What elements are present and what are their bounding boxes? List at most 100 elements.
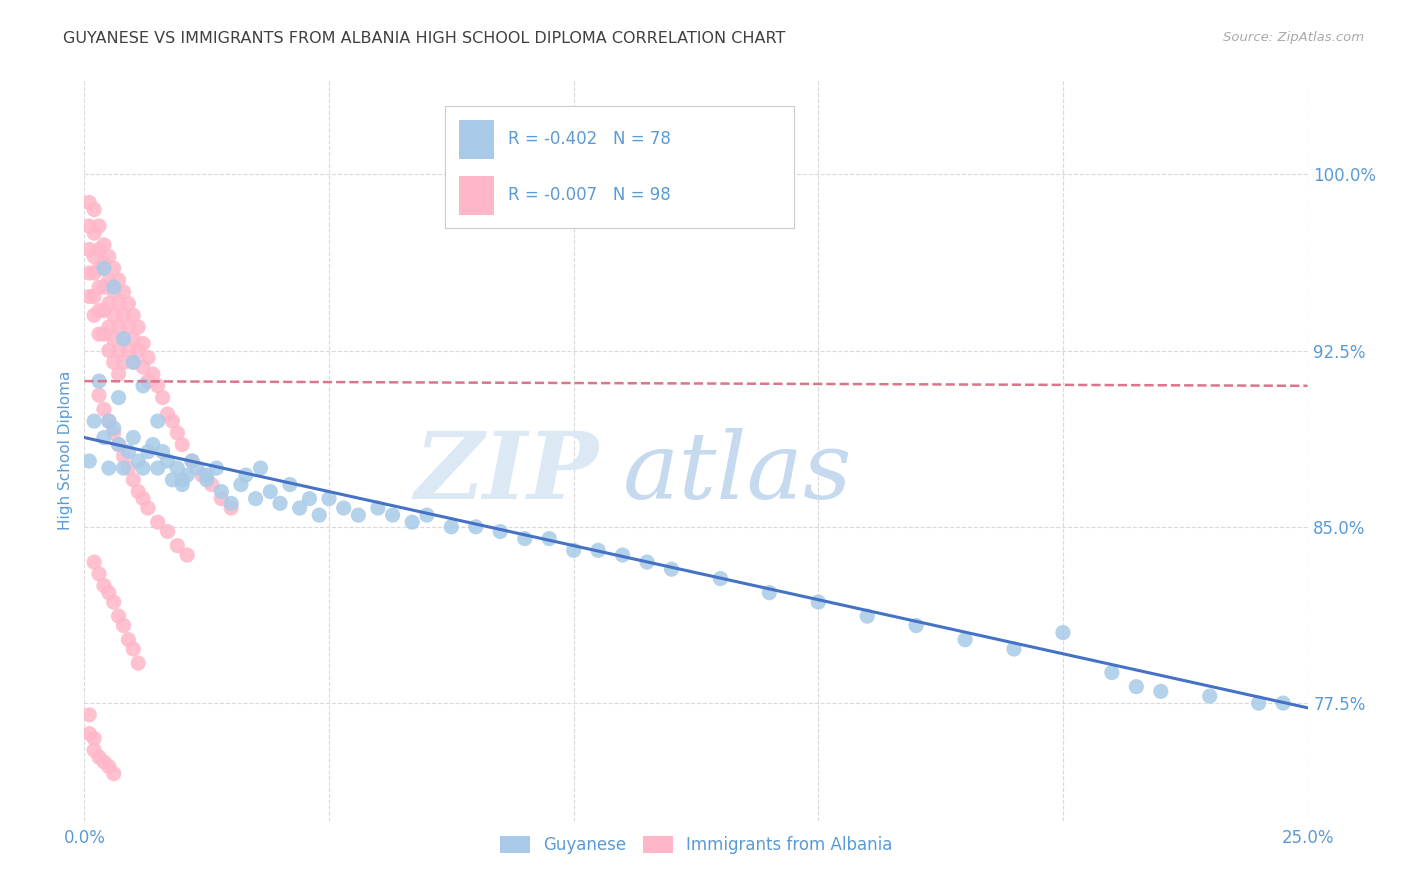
Point: [1125, 680, 1147, 694]
Point: [249, 461, 271, 475]
Point: [103, 766, 125, 780]
Point: [122, 355, 145, 369]
Point: [269, 496, 291, 510]
Point: [209, 484, 232, 499]
Point: [103, 425, 125, 440]
Point: [127, 454, 149, 468]
Point: [122, 473, 145, 487]
Point: [93, 431, 115, 445]
Point: [1052, 625, 1074, 640]
Point: [367, 501, 389, 516]
Point: [107, 367, 129, 381]
Point: [136, 351, 159, 365]
Point: [117, 296, 139, 310]
Point: [401, 515, 423, 529]
Point: [489, 524, 512, 539]
Point: [103, 595, 125, 609]
Point: [156, 524, 179, 539]
Point: [112, 308, 135, 322]
Point: [93, 755, 115, 769]
Point: [107, 296, 129, 310]
Point: [77, 707, 100, 722]
Point: [709, 572, 731, 586]
Point: [117, 461, 139, 475]
Point: [166, 461, 188, 475]
Point: [103, 332, 125, 346]
Point: [87, 219, 110, 233]
Point: [97, 461, 120, 475]
Point: [136, 444, 159, 458]
Text: atlas: atlas: [623, 427, 852, 517]
Point: [83, 743, 105, 757]
Point: [97, 343, 120, 358]
Point: [117, 343, 139, 358]
Point: [112, 285, 135, 299]
Point: [127, 484, 149, 499]
Point: [318, 491, 340, 506]
Point: [132, 359, 155, 374]
Point: [1002, 642, 1025, 657]
Point: [77, 195, 100, 210]
Point: [122, 642, 145, 657]
Point: [298, 491, 321, 506]
Point: [103, 280, 125, 294]
Point: [176, 548, 198, 562]
Point: [97, 759, 120, 773]
Point: [112, 461, 135, 475]
Point: [97, 414, 120, 428]
Point: [107, 391, 129, 405]
Point: [146, 461, 169, 475]
Point: [127, 343, 149, 358]
Point: [156, 454, 179, 468]
Point: [122, 308, 145, 322]
Point: [200, 477, 222, 491]
Point: [1101, 665, 1123, 680]
Point: [152, 391, 174, 405]
Point: [83, 266, 105, 280]
Point: [278, 477, 301, 491]
Point: [142, 437, 165, 451]
Point: [103, 261, 125, 276]
Point: [195, 473, 218, 487]
Point: [136, 374, 159, 388]
Point: [117, 320, 139, 334]
Point: [856, 609, 879, 624]
Point: [172, 473, 194, 487]
Point: [1272, 696, 1295, 710]
Point: [122, 355, 145, 369]
Point: [117, 632, 139, 647]
Point: [136, 501, 159, 516]
Point: [661, 562, 683, 576]
Point: [1247, 696, 1270, 710]
Point: [112, 618, 135, 632]
Point: [612, 548, 634, 562]
Point: [87, 280, 110, 294]
Point: [132, 461, 155, 475]
Point: [758, 585, 780, 599]
Point: [93, 237, 115, 252]
Point: [166, 539, 188, 553]
Point: [127, 656, 149, 670]
Point: [195, 468, 218, 483]
Point: [93, 261, 115, 276]
Point: [97, 296, 120, 310]
Point: [205, 461, 228, 475]
Point: [162, 414, 184, 428]
Point: [97, 273, 120, 287]
Point: [77, 243, 100, 257]
Point: [83, 226, 105, 240]
Point: [83, 308, 105, 322]
Point: [1198, 689, 1220, 703]
Point: [146, 379, 169, 393]
Text: ZIP: ZIP: [413, 427, 598, 517]
Point: [636, 555, 658, 569]
Point: [586, 543, 609, 558]
Point: [132, 491, 155, 506]
Point: [219, 496, 242, 510]
Point: [103, 421, 125, 435]
Point: [152, 444, 174, 458]
Point: [87, 303, 110, 318]
Point: [229, 477, 252, 491]
Point: [93, 402, 115, 417]
Point: [107, 273, 129, 287]
